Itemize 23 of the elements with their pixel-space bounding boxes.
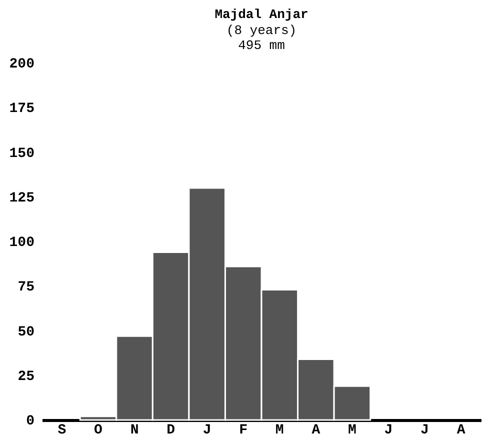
x-tick-label: J: [202, 422, 212, 438]
y-tick-label: 100: [9, 235, 34, 251]
y-tick-label: 175: [9, 101, 34, 118]
x-tick-label: J: [384, 422, 393, 438]
chart-title: Majdal Anjar: [214, 7, 308, 22]
chart-subtitle: (8 years) 495 mm: [226, 23, 297, 53]
x-tick-label: M: [348, 422, 356, 438]
y-tick-label: 125: [9, 190, 34, 206]
x-tick-label: D: [166, 422, 175, 438]
y-tick-label: 25: [18, 368, 34, 385]
y-tick-label: 150: [9, 146, 34, 162]
x-tick-label: J: [420, 422, 429, 438]
x-tick-label: O: [94, 422, 102, 438]
x-tick-label: A: [312, 422, 321, 438]
y-tick-label: 200: [9, 56, 34, 72]
x-tick-label: M: [275, 422, 284, 438]
x-tick-label: F: [239, 422, 248, 438]
x-tick-label: A: [456, 422, 466, 438]
x-tick-label: N: [130, 422, 139, 438]
y-tick-label: 75: [18, 280, 34, 296]
y-tick-label: 0: [26, 414, 34, 430]
y-tick-label: 50: [18, 324, 34, 340]
x-tick-label: S: [58, 422, 66, 438]
